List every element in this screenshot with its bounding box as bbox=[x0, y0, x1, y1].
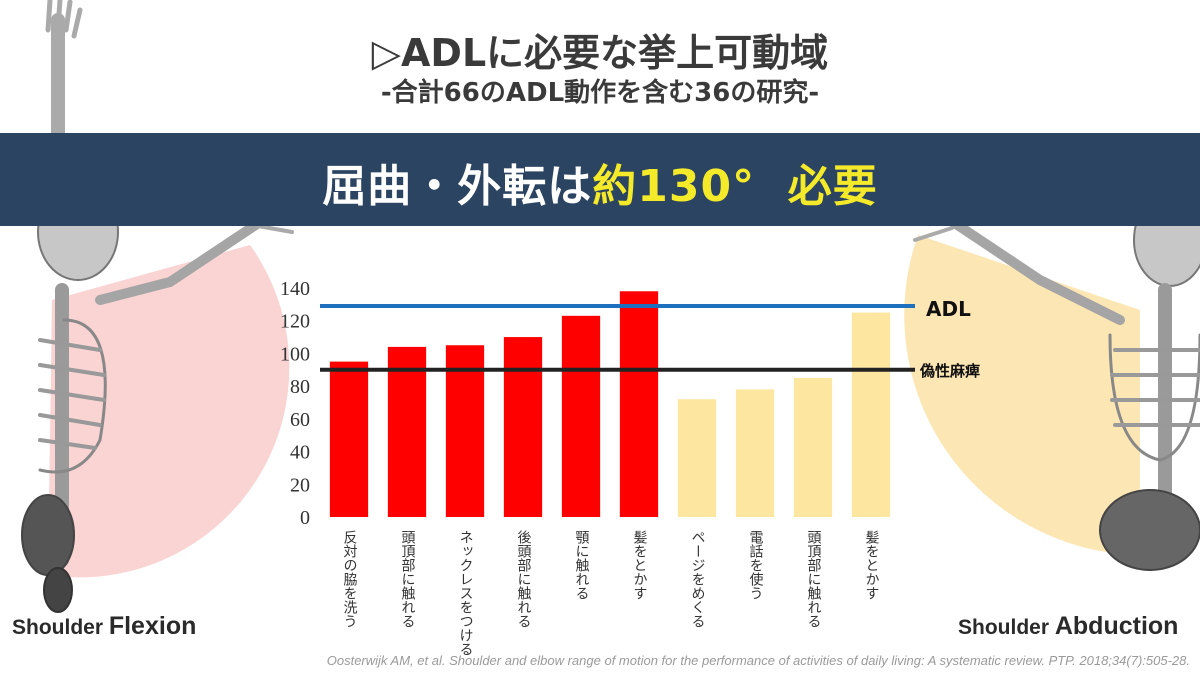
flexion-arc bbox=[48, 245, 290, 578]
headline-highlight: 約130° bbox=[592, 161, 756, 212]
y-tick-label: 80 bbox=[290, 376, 310, 398]
x-tick-label: ページをめくる bbox=[690, 530, 706, 628]
abduction-label-prefix: Shoulder bbox=[958, 616, 1055, 639]
headline-part2: 必要 bbox=[787, 161, 878, 212]
bar bbox=[851, 312, 891, 517]
headline-text: 屈曲・外転は約130° 必要 bbox=[0, 150, 1200, 214]
shoulder-abduction-label: Shoulder Abduction bbox=[958, 612, 1178, 641]
page-title: ▷ADLに必要な挙上可動域 bbox=[371, 31, 829, 75]
x-tick-label: 頭頂部に触れる bbox=[400, 530, 416, 628]
x-tick-label: ネックレスをつける bbox=[458, 530, 473, 656]
y-tick-label: 0 bbox=[300, 507, 310, 529]
bar bbox=[329, 361, 369, 517]
y-tick-label: 100 bbox=[280, 343, 310, 365]
citation: Oosterwijk AM, et al. Shoulder and elbow… bbox=[326, 653, 1190, 668]
shoulder-flexion-label: Shoulder Flexion bbox=[12, 612, 196, 641]
headline-banner bbox=[0, 133, 1200, 226]
y-tick-label: 40 bbox=[290, 442, 310, 464]
bar bbox=[445, 345, 485, 517]
x-tick-label: 頭頂部に触れる bbox=[806, 530, 822, 628]
headline-part1: 屈曲・外転は bbox=[322, 161, 593, 212]
bar bbox=[735, 389, 775, 517]
y-tick-label: 60 bbox=[290, 409, 310, 431]
x-tick-label: 髪をとかす bbox=[864, 530, 880, 600]
x-tick-label: 反対の脇を洗う bbox=[342, 530, 358, 628]
abduction-arc bbox=[904, 235, 1140, 555]
right-skeleton-illustration bbox=[906, 190, 1200, 571]
page-subtitle: -合計66のADL動作を含む36の研究- bbox=[380, 78, 820, 108]
y-tick-label: 140 bbox=[280, 278, 310, 300]
abduction-label-main: Abduction bbox=[1054, 612, 1179, 640]
y-tick-label: 120 bbox=[280, 311, 310, 333]
bar bbox=[677, 399, 717, 517]
y-tick-label: 20 bbox=[290, 474, 310, 496]
x-tick-label: 顎に触れる bbox=[574, 530, 590, 600]
bar bbox=[503, 337, 543, 517]
x-tick-label: 髪をとかす bbox=[632, 530, 648, 600]
flexion-label-prefix: Shoulder bbox=[12, 616, 109, 639]
reference-line-label: 偽性麻痺 bbox=[919, 362, 980, 380]
flexion-label-main: Flexion bbox=[108, 612, 197, 640]
bar bbox=[387, 346, 427, 517]
bar bbox=[793, 377, 833, 517]
bar bbox=[619, 291, 659, 517]
x-tick-label: 後頭部に触れる bbox=[516, 530, 532, 628]
bar bbox=[561, 315, 601, 517]
reference-line-label: ADL bbox=[926, 297, 971, 321]
x-tick-label: 電話を使う bbox=[748, 530, 764, 600]
